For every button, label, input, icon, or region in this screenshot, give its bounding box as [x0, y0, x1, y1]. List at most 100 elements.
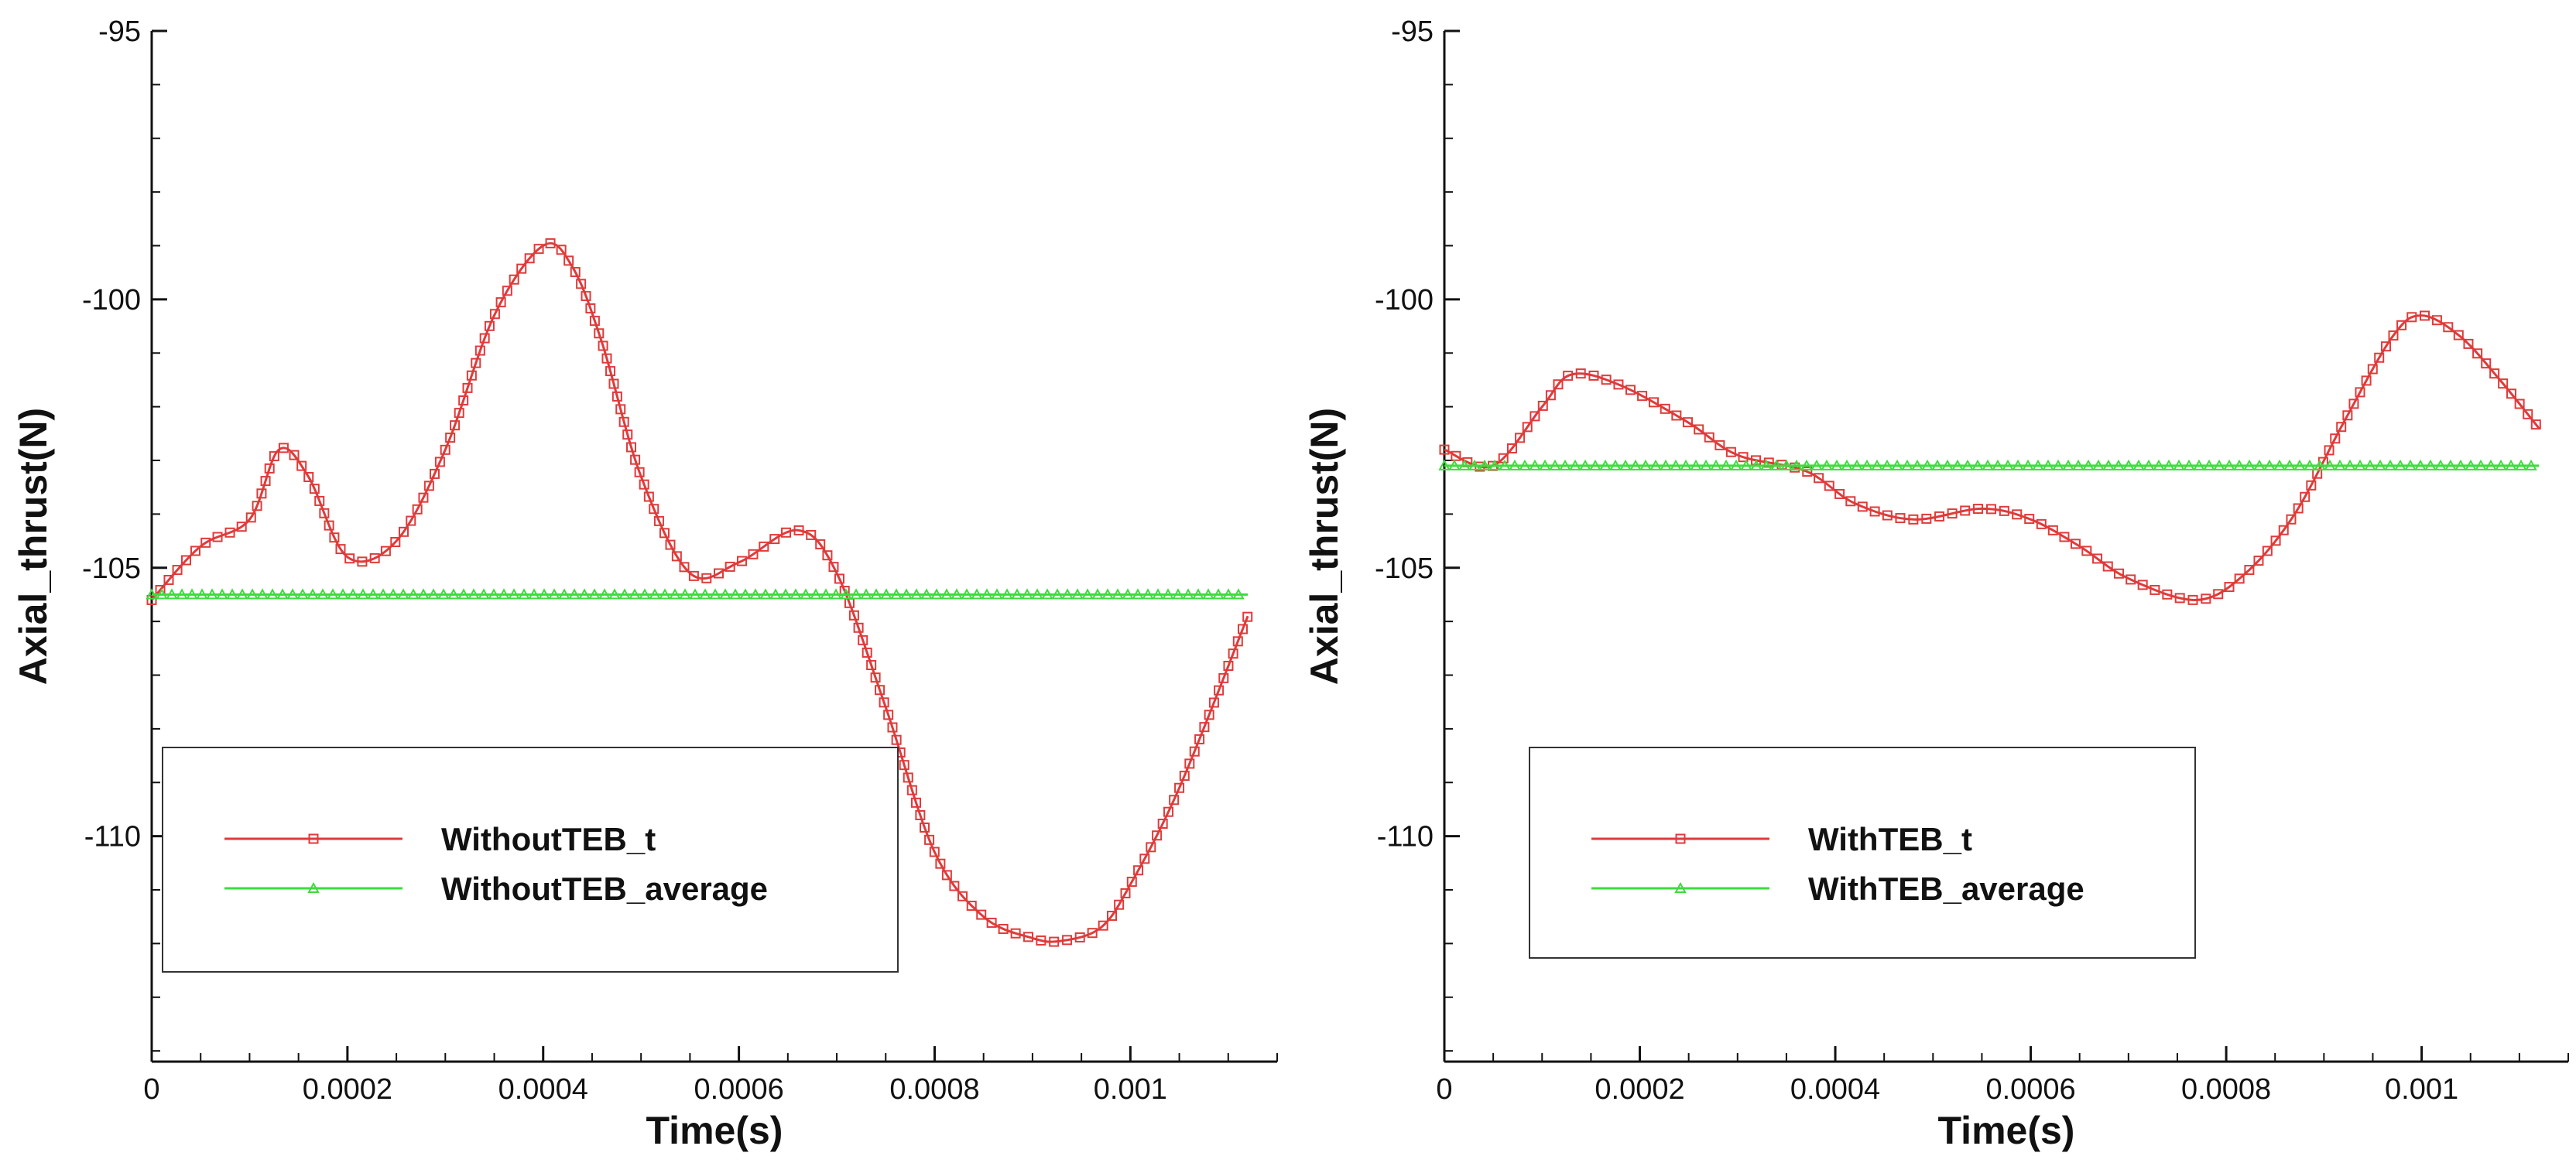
data-point-marker — [1011, 588, 1023, 600]
data-point-marker — [423, 481, 434, 491]
data-point-marker — [471, 357, 481, 368]
series-line — [150, 242, 1249, 943]
data-point-marker — [1609, 459, 1622, 470]
data-point-marker — [1831, 459, 1843, 470]
data-point-marker — [2348, 398, 2359, 409]
data-point-marker — [2162, 589, 2173, 600]
data-point-marker — [701, 573, 712, 583]
data-point-marker — [940, 588, 953, 600]
data-point-marker — [629, 588, 641, 600]
data-point-marker — [1720, 459, 1732, 470]
data-point-marker — [2059, 532, 2070, 542]
data-point-marker — [1537, 400, 1548, 411]
data-point-marker — [488, 588, 500, 600]
data-point-marker — [269, 451, 279, 462]
data-point-marker — [303, 471, 314, 482]
data-point-marker — [576, 279, 587, 289]
legend-box — [162, 747, 899, 973]
data-point-marker — [976, 909, 987, 920]
data-point-marker — [709, 588, 721, 600]
data-point-marker — [659, 588, 671, 600]
data-point-marker — [1934, 511, 1945, 522]
data-point-marker — [2062, 459, 2074, 470]
data-point-marker — [2278, 525, 2289, 535]
data-point-marker — [570, 267, 581, 278]
data-point-marker — [2374, 459, 2386, 470]
data-point-marker — [748, 549, 759, 559]
data-point-marker — [367, 588, 379, 600]
data-point-marker — [260, 476, 271, 487]
data-point-marker — [1834, 488, 1845, 499]
data-point-marker — [588, 588, 601, 600]
data-point-marker — [669, 588, 681, 600]
x-tick-label: 0.0008 — [2181, 1073, 2271, 1106]
data-point-marker — [1021, 588, 1033, 600]
data-point-marker — [880, 588, 892, 600]
data-point-marker — [899, 760, 909, 771]
data-point-marker — [611, 391, 622, 402]
data-point-marker — [1468, 459, 1481, 470]
data-point-marker — [236, 588, 248, 600]
data-point-marker — [224, 527, 235, 538]
data-point-marker — [2092, 459, 2105, 470]
data-point-marker — [1172, 588, 1184, 600]
data-point-marker — [1515, 433, 1526, 443]
data-point-marker — [2042, 459, 2054, 470]
data-point-marker — [256, 588, 269, 600]
data-point-marker — [516, 263, 527, 274]
data-point-marker — [2114, 568, 2125, 579]
data-point-marker — [186, 588, 198, 600]
data-point-marker — [508, 588, 520, 600]
data-point-marker — [509, 274, 519, 285]
data-point-marker — [1228, 648, 1238, 659]
data-point-marker — [2122, 459, 2135, 470]
data-point-marker — [1202, 588, 1214, 600]
data-point-marker — [1192, 588, 1204, 600]
data-point-marker — [309, 484, 320, 494]
y-tick-label: -105 — [82, 552, 141, 585]
data-point-marker — [564, 255, 574, 266]
data-point-marker — [166, 588, 178, 600]
data-point-marker — [1087, 928, 1098, 939]
data-point-marker — [1961, 459, 1974, 470]
legend: WithoutTEB_t WithoutTEB_average — [162, 747, 899, 973]
data-point-marker — [971, 588, 983, 600]
data-point-marker — [875, 685, 886, 696]
data-point-marker — [1509, 459, 1521, 470]
data-point-marker — [2414, 459, 2427, 470]
data-point-marker — [1001, 588, 1013, 600]
data-point-marker — [568, 588, 581, 600]
data-point-marker — [1901, 459, 1913, 470]
data-point-marker — [1671, 410, 1682, 421]
data-point-marker — [278, 443, 289, 453]
data-point-marker — [1660, 459, 1672, 470]
data-point-marker — [1921, 513, 1932, 524]
data-point-marker — [793, 525, 804, 535]
data-point-marker — [276, 588, 289, 600]
data-point-marker — [981, 588, 993, 600]
data-point-marker — [2463, 338, 2474, 349]
data-point-marker — [2052, 459, 2064, 470]
data-point-marker — [2234, 573, 2245, 584]
data-point-marker — [335, 544, 346, 555]
data-point-marker — [1031, 588, 1043, 600]
data-point-marker — [1232, 636, 1243, 647]
data-point-marker — [1725, 446, 1736, 457]
data-point-marker — [2233, 459, 2245, 470]
data-point-marker — [458, 395, 469, 406]
data-point-marker — [2201, 593, 2211, 604]
data-point-marker — [883, 710, 894, 720]
data-point-marker — [176, 588, 188, 600]
data-point-marker — [1114, 899, 1125, 910]
data-point-marker — [264, 463, 275, 474]
data-point-marker — [1223, 661, 1234, 672]
x-tick-label: 0.0002 — [1595, 1073, 1684, 1106]
data-point-marker — [2525, 459, 2537, 470]
data-point-marker — [1139, 853, 1150, 864]
data-point-marker — [538, 588, 550, 600]
x-tick-label: 0 — [1436, 1073, 1452, 1106]
data-point-marker — [266, 588, 279, 600]
data-point-marker — [713, 568, 724, 579]
data-point-marker — [920, 588, 933, 600]
data-point-marker — [887, 722, 898, 733]
